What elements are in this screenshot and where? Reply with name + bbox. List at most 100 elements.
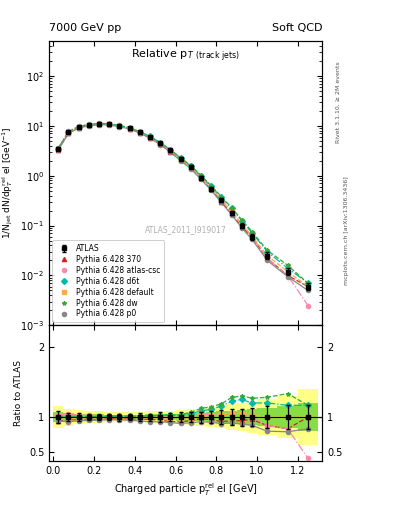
Pythia 6.428 d6t [138, 129, 142, 135]
Pythia 6.428 370 [158, 141, 163, 147]
Pythia 6.428 default [97, 121, 101, 127]
Pythia 6.428 370 [107, 121, 112, 127]
Pythia 6.428 dw [219, 194, 224, 200]
Pythia 6.428 default [198, 175, 203, 181]
Pythia 6.428 atlas-csc [117, 122, 122, 129]
Pythia 6.428 d6t [117, 122, 122, 129]
Pythia 6.428 p0 [56, 147, 61, 153]
Pythia 6.428 d6t [229, 205, 234, 211]
Pythia 6.428 dw [250, 228, 254, 234]
Pythia 6.428 atlas-csc [76, 123, 81, 129]
Bar [94, 414, 104, 420]
Pythia 6.428 d6t [158, 139, 163, 145]
Pythia 6.428 atlas-csc [66, 128, 71, 134]
Pythia 6.428 atlas-csc [158, 140, 163, 146]
Pythia 6.428 p0 [188, 165, 193, 172]
Pythia 6.428 dw [158, 139, 163, 145]
Bar [237, 410, 247, 424]
Bar [155, 414, 165, 420]
Pythia 6.428 dw [148, 134, 152, 140]
Line: Pythia 6.428 370: Pythia 6.428 370 [56, 122, 310, 289]
Pythia 6.428 370 [239, 224, 244, 230]
Bar [63, 409, 73, 425]
Pythia 6.428 370 [250, 234, 254, 241]
Pythia 6.428 atlas-csc [219, 197, 224, 203]
Pythia 6.428 d6t [168, 147, 173, 153]
Pythia 6.428 370 [86, 122, 91, 129]
Bar [125, 412, 135, 422]
Pythia 6.428 default [209, 185, 213, 191]
Line: Pythia 6.428 p0: Pythia 6.428 p0 [56, 122, 310, 292]
Bar [63, 413, 73, 421]
Bar [237, 403, 247, 431]
Pythia 6.428 370 [178, 157, 183, 163]
Pythia 6.428 dw [56, 145, 61, 151]
Text: Soft QCD: Soft QCD [272, 23, 322, 33]
Bar [257, 399, 277, 435]
Bar [226, 411, 237, 423]
Pythia 6.428 dw [76, 123, 81, 130]
Bar [94, 412, 104, 423]
Bar [125, 415, 135, 419]
Pythia 6.428 370 [117, 123, 122, 129]
Pythia 6.428 default [285, 268, 290, 274]
Pythia 6.428 dw [209, 183, 213, 189]
Pythia 6.428 atlas-csc [306, 303, 310, 309]
Pythia 6.428 370 [56, 147, 61, 153]
Bar [186, 413, 196, 421]
Pythia 6.428 default [107, 121, 112, 127]
Bar [145, 414, 155, 420]
Pythia 6.428 p0 [229, 211, 234, 218]
Pythia 6.428 d6t [76, 124, 81, 130]
Pythia 6.428 370 [138, 130, 142, 136]
Bar [176, 410, 186, 424]
Pythia 6.428 p0 [158, 141, 163, 147]
Text: Rivet 3.1.10, ≥ 2M events: Rivet 3.1.10, ≥ 2M events [336, 61, 341, 143]
Pythia 6.428 p0 [107, 122, 112, 128]
Pythia 6.428 370 [168, 149, 173, 155]
Pythia 6.428 atlas-csc [168, 147, 173, 154]
Pythia 6.428 dw [306, 280, 310, 286]
Bar [84, 411, 94, 423]
Text: Relative p$_T$ $_{(\rm track\ jets)}$: Relative p$_T$ $_{(\rm track\ jets)}$ [131, 48, 240, 65]
Pythia 6.428 p0 [117, 123, 122, 130]
Pythia 6.428 default [219, 197, 224, 203]
Pythia 6.428 d6t [285, 265, 290, 271]
Bar [53, 407, 63, 428]
Pythia 6.428 atlas-csc [107, 121, 112, 127]
Pythia 6.428 370 [229, 211, 234, 217]
Bar [104, 415, 114, 419]
Pythia 6.428 default [158, 140, 163, 146]
Pythia 6.428 atlas-csc [209, 185, 213, 191]
Pythia 6.428 atlas-csc [188, 163, 193, 169]
Bar [176, 414, 186, 420]
Pythia 6.428 atlas-csc [285, 272, 290, 279]
Bar [298, 403, 318, 431]
Pythia 6.428 dw [229, 204, 234, 210]
Pythia 6.428 default [178, 156, 183, 162]
Text: 7000 GeV pp: 7000 GeV pp [49, 23, 121, 33]
Legend: ATLAS, Pythia 6.428 370, Pythia 6.428 atlas-csc, Pythia 6.428 d6t, Pythia 6.428 : ATLAS, Pythia 6.428 370, Pythia 6.428 at… [52, 240, 164, 323]
Pythia 6.428 p0 [76, 125, 81, 131]
Pythia 6.428 atlas-csc [56, 145, 61, 151]
Pythia 6.428 dw [86, 121, 91, 127]
Pythia 6.428 370 [198, 175, 203, 181]
Bar [135, 412, 145, 422]
Pythia 6.428 atlas-csc [138, 129, 142, 135]
Pythia 6.428 default [56, 146, 61, 152]
Bar [257, 408, 277, 426]
Pythia 6.428 p0 [138, 130, 142, 136]
Pythia 6.428 p0 [285, 273, 290, 280]
Y-axis label: 1/N$_{\rm jet}$ dN/dp$_T^{\rm rel}$ el [GeV$^{-1}$]: 1/N$_{\rm jet}$ dN/dp$_T^{\rm rel}$ el [… [0, 127, 15, 240]
Pythia 6.428 default [66, 130, 71, 136]
Pythia 6.428 p0 [219, 199, 224, 205]
Pythia 6.428 dw [97, 120, 101, 126]
Pythia 6.428 dw [127, 125, 132, 131]
Pythia 6.428 370 [76, 124, 81, 131]
Pythia 6.428 d6t [178, 155, 183, 161]
Pythia 6.428 370 [97, 121, 101, 127]
Pythia 6.428 370 [148, 135, 152, 141]
Pythia 6.428 atlas-csc [198, 174, 203, 180]
Pythia 6.428 default [148, 134, 152, 140]
Pythia 6.428 p0 [250, 236, 254, 242]
